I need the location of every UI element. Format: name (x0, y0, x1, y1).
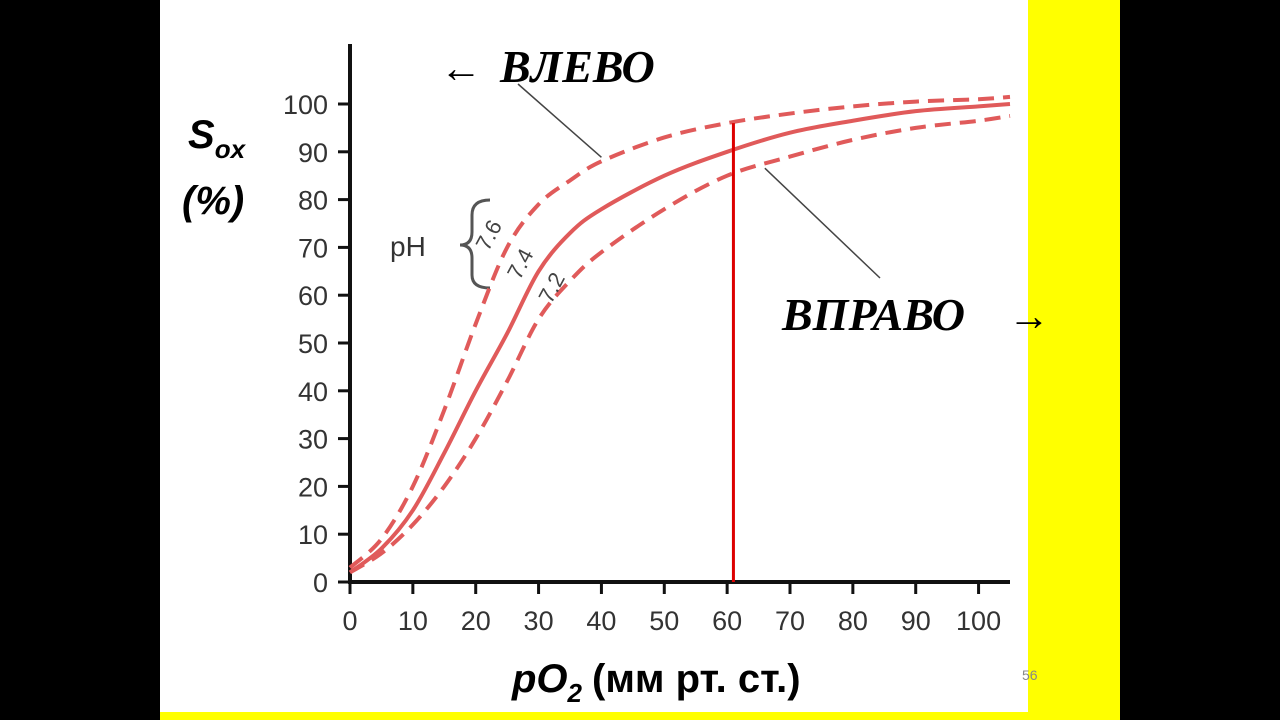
x-axis-title-unit: (мм рт. ст.) (592, 657, 801, 701)
annotation-right-arrow: → (1008, 292, 1050, 339)
series-line-ph-7-2 (348, 113, 1011, 575)
y-tick-label: 0 (313, 568, 328, 598)
y-axis-unit: (%) (182, 179, 244, 223)
y-tick-label: 10 (298, 520, 328, 550)
x-tick-label: 100 (956, 606, 1001, 636)
x-tick-label: 20 (461, 606, 491, 636)
x-tick-label: 90 (901, 606, 931, 636)
series-line-ph-7-6 (348, 94, 1011, 570)
oxygen-dissociation-chart: Sox (%) pO2 (мм рт. ст.) ← ВЛЕВО ВПРАВО →… (182, 41, 1050, 708)
y-tick-label: 80 (298, 186, 328, 216)
y-tick-label: 60 (298, 281, 328, 311)
series-line-ph-7-4 (348, 102, 1011, 575)
ph-brace (459, 198, 491, 290)
x-tick-label: 10 (398, 606, 428, 636)
annotation-left-pointer (517, 83, 602, 158)
page-number: 56 (1022, 667, 1038, 683)
x-tick-label: 80 (838, 606, 868, 636)
annotation-right-pointer (764, 167, 881, 279)
y-tick-label: 70 (298, 233, 328, 263)
x-tick-label: 0 (342, 606, 357, 636)
x-tick-label: 40 (586, 606, 616, 636)
annotation-right-label: ВПРАВО (781, 289, 965, 340)
y-axis-title: Sox (188, 113, 247, 164)
y-tick-label: 100 (283, 90, 328, 120)
x-axis-title-subscript: 2 (567, 678, 583, 708)
annotation-left-label: ВЛЕВО (499, 41, 655, 92)
chart-panel (160, 0, 1028, 712)
x-tick-label: 70 (775, 606, 805, 636)
x-tick-label: 50 (649, 606, 679, 636)
y-axis-title-subscript: ox (215, 134, 247, 164)
y-tick-label: 40 (298, 377, 328, 407)
series-label-ph-7-6: 7.6 (471, 216, 507, 255)
x-axis-title: pO2 (мм рт. ст.) (511, 657, 801, 708)
x-tick-label: 60 (712, 606, 742, 636)
plot-area: 0 10 20 30 40 50 60 70 80 90 100 0 10 20 30 40 50 60 70 80 9… (283, 44, 1011, 636)
y-tick-label: 50 (298, 329, 328, 359)
slide: Sox (%) pO2 (мм рт. ст.) ← ВЛЕВО ВПРАВО →… (160, 0, 1120, 720)
ph-group-label: pH (390, 231, 426, 262)
y-tick-label: 30 (298, 425, 328, 455)
y-tick-label: 90 (298, 138, 328, 168)
annotation-left-arrow: ← (440, 44, 482, 91)
y-tick-label: 20 (298, 472, 328, 502)
x-tick-label: 30 (524, 606, 554, 636)
